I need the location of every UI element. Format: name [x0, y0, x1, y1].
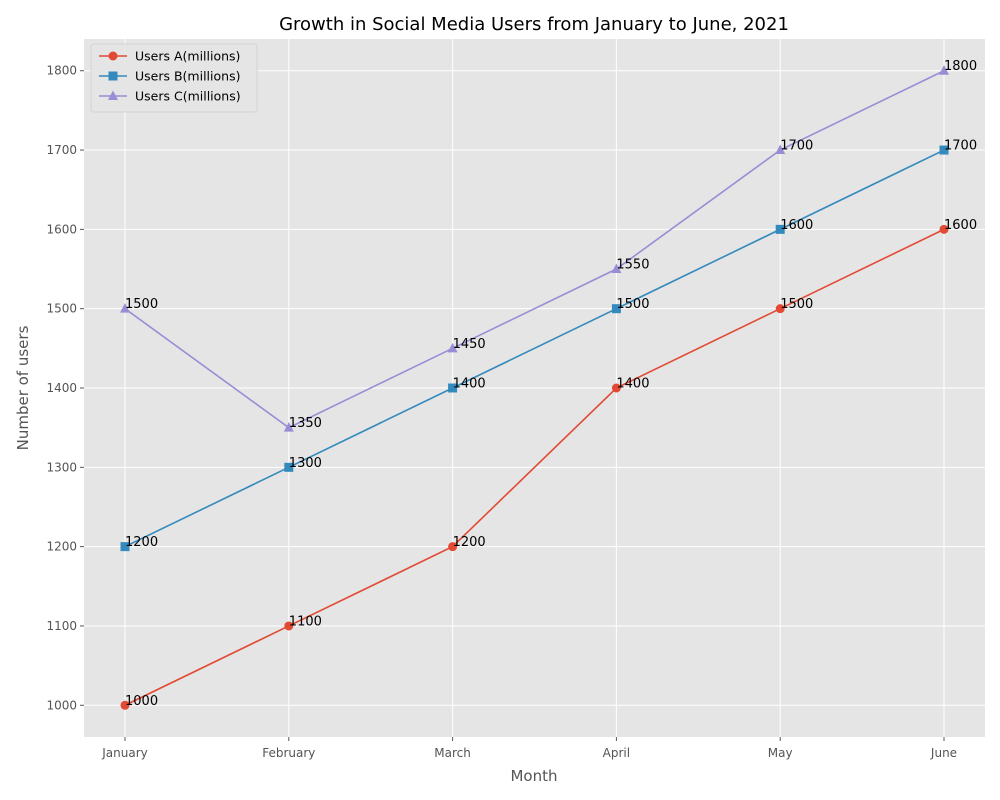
data-point-3: [775, 144, 786, 155]
data-label: 1400: [453, 377, 486, 392]
x-axis-ticks: January February March April May June: [101, 737, 957, 760]
y-tick-label: 1500: [46, 302, 77, 316]
legend-box: [90, 43, 258, 113]
x-tick-label: March: [434, 746, 471, 760]
series-line-3: [124, 70, 945, 429]
x-tick-label: May: [768, 746, 793, 760]
y-tick-label: 1700: [46, 143, 77, 157]
legend-marker: [108, 90, 118, 100]
legend-marker: [108, 51, 118, 61]
y-axis-ticks: 1000 1100 1200 1300 1400 1500 1600 1700 1800: [46, 64, 84, 712]
data-point-1: [611, 383, 621, 393]
data-point-3: [447, 342, 458, 353]
x-tick-label: June: [930, 746, 957, 760]
data-label: 1800: [944, 59, 977, 74]
data-point-3: [939, 65, 949, 75]
x-axis-label: Month: [510, 767, 557, 785]
y-tick-label: 1600: [46, 222, 77, 236]
y-axis-label: Number of users: [14, 325, 32, 450]
data-point-2: [284, 462, 294, 472]
series-markers: [120, 65, 949, 710]
series-lines: [124, 70, 945, 706]
data-label: 1500: [616, 297, 649, 312]
data-point-3: [283, 422, 294, 432]
data-label: 1200: [453, 535, 486, 550]
legend-label: Users C(millions): [135, 89, 241, 104]
y-tick-label: 1300: [46, 460, 77, 474]
data-point-1: [284, 621, 294, 631]
data-point-1: [939, 224, 949, 234]
legend-label: Users B(millions): [135, 69, 240, 84]
data-point-1: [448, 542, 458, 552]
data-point-3: [611, 263, 622, 274]
data-point-2: [775, 224, 785, 234]
data-point-1: [120, 700, 130, 710]
data-point-2: [120, 542, 130, 552]
data-label: 1700: [780, 139, 813, 154]
y-tick-label: 1800: [46, 64, 77, 78]
data-label: 1600: [780, 218, 813, 233]
y-tick-label: 1100: [46, 619, 77, 633]
y-tick-label: 1400: [46, 381, 77, 395]
data-point-3: [120, 303, 130, 313]
data-label: 1700: [944, 139, 977, 154]
data-point-2: [939, 145, 949, 155]
data-label: 1450: [453, 337, 486, 352]
data-label: 1000: [125, 694, 158, 709]
y-tick-label: 1000: [46, 698, 77, 712]
data-labels: 1000 1100 1200 1400 1500 1600 1200 1300 1400 1500…: [125, 59, 977, 709]
data-point-1: [775, 304, 785, 314]
legend: Users A(millions) Users B(millions) Users …: [90, 43, 258, 113]
data-label: 1200: [125, 535, 158, 550]
data-label: 1100: [289, 614, 322, 629]
data-label: 1300: [289, 456, 322, 471]
data-label: 1400: [616, 377, 649, 392]
data-label: 1600: [944, 218, 977, 233]
data-point-2: [448, 383, 458, 393]
legend-marker: [108, 71, 118, 81]
x-tick-label: February: [262, 746, 315, 760]
series-line-2: [124, 149, 945, 548]
data-label: 1350: [289, 416, 322, 431]
series-line-1: [124, 228, 945, 706]
x-tick-label: January: [101, 746, 148, 760]
data-label: 1500: [125, 297, 158, 312]
y-tick-label: 1200: [46, 540, 77, 554]
data-label: 1500: [780, 297, 813, 312]
chart-title: Growth in Social Media Users from Januar…: [279, 14, 789, 35]
x-tick-label: April: [603, 746, 630, 760]
data-label: 1550: [616, 258, 649, 273]
data-point-2: [611, 304, 621, 314]
legend-label: Users A(millions): [135, 49, 240, 64]
